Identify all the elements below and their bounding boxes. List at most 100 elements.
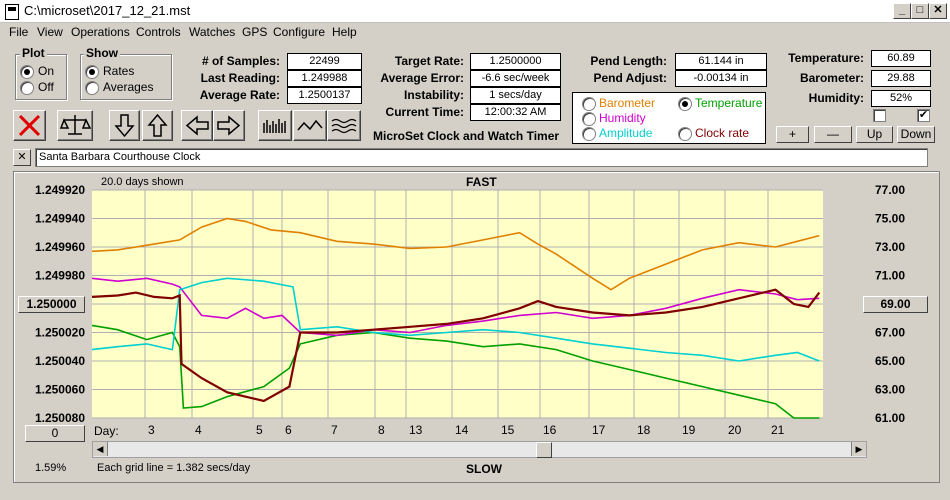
left-axis-tick: 1.250080 xyxy=(35,411,85,425)
scroll-right-button[interactable]: ▶ xyxy=(851,442,866,456)
last-reading-label: Last Reading: xyxy=(200,71,280,85)
arrow-right-icon xyxy=(217,115,241,136)
left-axis-tick: 1.249960 xyxy=(35,240,85,254)
line-graph-icon xyxy=(297,119,323,131)
temperature-radio[interactable] xyxy=(678,97,692,111)
left-scale-button[interactable]: 1.250000 xyxy=(18,296,85,313)
move-left-button[interactable] xyxy=(181,110,213,141)
menu-help[interactable]: Help xyxy=(332,25,357,39)
barometer-radio[interactable] xyxy=(582,97,596,111)
plus-button[interactable]: + xyxy=(776,126,809,143)
up-button[interactable]: Up xyxy=(856,126,893,143)
humidity-reading-value: 52% xyxy=(871,90,931,107)
down-button[interactable]: Down xyxy=(897,126,935,143)
menu-controls[interactable]: Controls xyxy=(136,25,181,39)
target-rate-value: 1.2500000 xyxy=(470,53,561,70)
maximize-button[interactable]: □ xyxy=(911,3,929,19)
barometer-reading-label: Barometer: xyxy=(799,71,864,85)
clock-rate-radio[interactable] xyxy=(678,127,692,141)
average-error-label: Average Error: xyxy=(380,71,464,85)
watch-name-field[interactable]: Santa Barbara Courthouse Clock xyxy=(35,148,928,167)
watch-name-text: Santa Barbara Courthouse Clock xyxy=(39,151,201,163)
move-right-button[interactable] xyxy=(213,110,245,141)
last-reading-value: 1.249988 xyxy=(287,70,362,87)
menu-view[interactable]: View xyxy=(37,25,63,39)
balance-button[interactable] xyxy=(57,110,93,141)
day-label: Day: xyxy=(94,424,119,438)
bar-graph-icon xyxy=(263,119,286,133)
plot-group-label: Plot xyxy=(20,46,47,60)
barometer-label: Barometer xyxy=(599,96,656,110)
menu-configure[interactable]: Configure xyxy=(273,25,326,39)
plot-off-label: Off xyxy=(38,80,54,94)
minimize-button[interactable]: _ xyxy=(893,3,911,19)
instability-value: 1 secs/day xyxy=(470,87,561,104)
day-tick-label: 19 xyxy=(682,423,696,437)
menu-watches[interactable]: Watches xyxy=(189,25,236,39)
humidity-radio[interactable] xyxy=(582,112,596,126)
plot-on-radio[interactable] xyxy=(20,65,34,79)
show-averages-radio[interactable] xyxy=(85,81,99,95)
minus-button[interactable]: — xyxy=(814,126,852,143)
checkbox-2[interactable]: ✔ xyxy=(917,109,930,122)
scroll-left-button[interactable]: ◀ xyxy=(93,442,108,456)
title-bar: C:\microset\2017_12_21.mst _ □ ✕ xyxy=(0,0,950,23)
bars-view-button[interactable] xyxy=(258,110,292,141)
days-shown-label: 20.0 days shown xyxy=(101,176,184,188)
wave-icon xyxy=(331,118,357,134)
right-axis-tick: 65.00 xyxy=(875,354,905,368)
clock-rate-label: Clock rate xyxy=(695,126,750,140)
current-time-label: Current Time: xyxy=(385,105,464,119)
series-line-temperature xyxy=(91,324,820,419)
target-rate-label: Target Rate: xyxy=(394,54,464,68)
time-scrollbar[interactable]: ◀ ▶ xyxy=(92,441,867,458)
clear-watch-button[interactable]: ✕ xyxy=(13,149,31,166)
samples-value: 22499 xyxy=(287,53,362,70)
day-tick-label: 17 xyxy=(592,423,606,437)
menu-file[interactable]: File xyxy=(9,25,29,39)
slow-label: SLOW xyxy=(466,462,502,476)
checkbox-1[interactable] xyxy=(873,109,886,122)
stop-button[interactable] xyxy=(13,110,46,141)
arrow-left-icon xyxy=(185,115,209,136)
amplitude-radio[interactable] xyxy=(582,127,596,141)
left-axis-tick: 1.249980 xyxy=(35,269,85,283)
day-tick-label: 14 xyxy=(455,423,469,437)
menu-operations[interactable]: Operations xyxy=(71,25,130,39)
line-view-button[interactable] xyxy=(293,110,327,141)
arrow-up-icon xyxy=(147,113,168,137)
average-rate-value: 1.2500137 xyxy=(287,87,362,104)
day-tick-label: 8 xyxy=(378,423,385,437)
zero-button[interactable]: 0 xyxy=(25,425,85,442)
close-button[interactable]: ✕ xyxy=(929,3,947,19)
menu-gps[interactable]: GPS xyxy=(242,25,268,39)
right-axis-tick: 73.00 xyxy=(875,240,905,254)
day-tick-label: 18 xyxy=(637,423,651,437)
move-down-button[interactable] xyxy=(109,110,140,141)
move-up-button[interactable] xyxy=(142,110,173,141)
menu-bar: File View Operations Controls Watches GP… xyxy=(0,23,950,41)
wave-view-button[interactable] xyxy=(327,110,361,141)
scroll-thumb[interactable] xyxy=(536,442,552,458)
right-scale-button[interactable]: 69.00 xyxy=(863,296,928,313)
plot-off-radio[interactable] xyxy=(20,81,34,95)
day-tick-label: 13 xyxy=(409,423,423,437)
series-line-humidity xyxy=(91,277,820,337)
fast-label: FAST xyxy=(466,175,497,189)
day-tick-label: 6 xyxy=(285,423,292,437)
average-rate-label: Average Rate: xyxy=(199,88,280,102)
left-axis-tick: 1.249920 xyxy=(35,183,85,197)
show-rates-radio[interactable] xyxy=(85,65,99,79)
left-axis-tick: 1.249940 xyxy=(35,212,85,226)
instability-label: Instability: xyxy=(403,88,464,102)
day-tick-label: 15 xyxy=(501,423,515,437)
pend-length-label: Pend Length: xyxy=(590,54,667,68)
day-tick-label: 21 xyxy=(771,423,785,437)
day-tick-label: 4 xyxy=(195,423,202,437)
right-axis-tick: 61.00 xyxy=(875,411,905,425)
right-axis-tick: 75.00 xyxy=(875,212,905,226)
average-error-value: -6.6 sec/week xyxy=(470,70,561,87)
show-group xyxy=(80,54,172,100)
arrow-down-icon xyxy=(114,114,135,138)
pend-adjust-value: -0.00134 in xyxy=(675,70,767,87)
